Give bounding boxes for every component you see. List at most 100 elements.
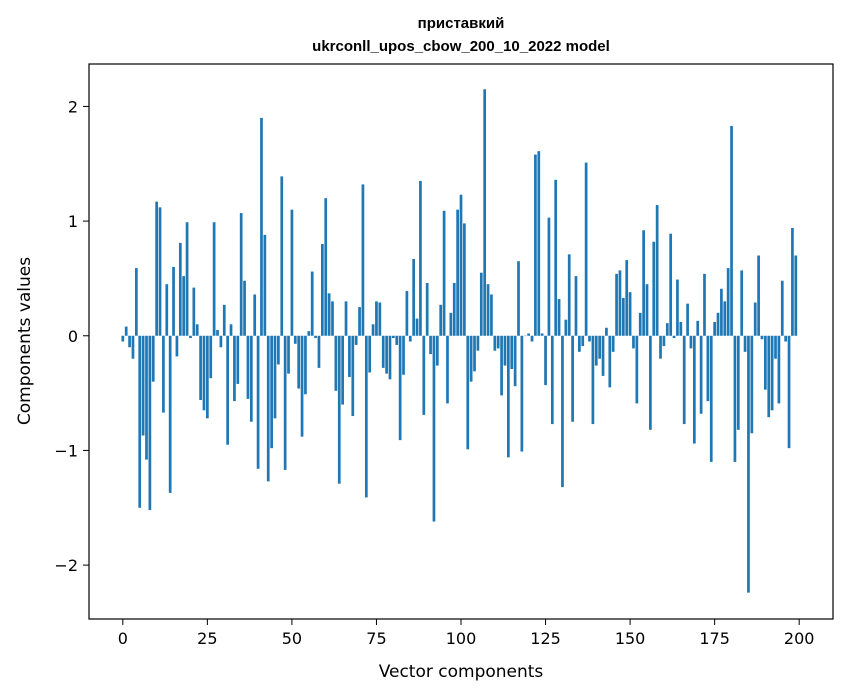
bar [334, 335, 338, 391]
bar [669, 233, 673, 336]
y-tick-label: 0 [68, 327, 78, 346]
bar [256, 335, 260, 469]
bar [290, 209, 294, 336]
bar [226, 335, 230, 445]
bar [473, 335, 476, 372]
bar [192, 287, 196, 336]
bar [463, 223, 466, 336]
bar [449, 312, 453, 336]
bar [216, 330, 219, 336]
bar [172, 266, 175, 336]
bar [638, 312, 642, 336]
bar [774, 335, 777, 359]
bar [263, 234, 267, 336]
bar [645, 284, 649, 336]
bar [628, 292, 632, 336]
bar [611, 335, 615, 352]
bar [165, 284, 169, 336]
bar [476, 335, 480, 351]
bar [486, 284, 490, 336]
bar [527, 333, 530, 336]
bar [178, 242, 182, 336]
bar [293, 335, 297, 344]
bar [138, 335, 142, 508]
bar [459, 194, 463, 336]
bar [131, 335, 135, 359]
bar [530, 335, 534, 342]
bar [314, 335, 317, 339]
y-axis-label: Components values [15, 257, 35, 425]
bar [425, 283, 429, 336]
bar [233, 335, 236, 402]
bar [392, 335, 395, 339]
x-tick-label: 50 [282, 629, 302, 648]
bar [716, 312, 720, 336]
x-tick-label: 125 [530, 629, 561, 648]
bar [331, 301, 334, 336]
bar [635, 335, 639, 404]
bar [452, 283, 456, 336]
bar [632, 335, 635, 349]
bar [229, 324, 233, 336]
bar [222, 304, 226, 336]
bar [419, 180, 422, 336]
bar [764, 335, 767, 390]
bar [128, 335, 131, 348]
bar [479, 272, 483, 336]
y-tick-label: −2 [54, 556, 78, 575]
bar [219, 335, 223, 348]
bar [320, 244, 324, 336]
bar [791, 227, 794, 336]
bar [561, 335, 564, 488]
bar [784, 335, 788, 342]
bar [686, 303, 689, 336]
bar [446, 335, 449, 404]
bar [726, 268, 730, 336]
y-tick-label: −1 [54, 441, 78, 460]
bar [327, 293, 331, 336]
bar [371, 324, 375, 336]
bar [422, 335, 426, 415]
bar [297, 335, 301, 389]
bar [517, 261, 520, 336]
x-tick-label: 0 [118, 629, 128, 648]
bar [699, 335, 703, 414]
bar [266, 335, 270, 482]
bar [206, 335, 209, 419]
bar [466, 335, 470, 450]
bar [753, 302, 757, 336]
bar [503, 335, 507, 366]
bar [550, 335, 554, 425]
bar [151, 335, 155, 382]
x-tick-label: 100 [446, 629, 477, 648]
bar [199, 335, 202, 400]
bar [493, 335, 497, 351]
bar [649, 335, 652, 430]
bar [733, 335, 737, 462]
bar [432, 335, 436, 522]
bar [246, 335, 250, 399]
bar [408, 335, 412, 342]
bar [405, 291, 409, 336]
bar [145, 335, 148, 460]
plot-area-frame [88, 63, 834, 620]
bar [375, 301, 378, 336]
bar [344, 301, 348, 336]
bar [618, 270, 622, 336]
bar [571, 335, 574, 422]
bar [483, 89, 487, 336]
bar [337, 335, 341, 484]
bar [601, 335, 605, 376]
bar [621, 297, 625, 336]
bar [537, 151, 541, 336]
bar [594, 335, 598, 366]
bar [439, 304, 443, 336]
bar [412, 258, 416, 336]
bar [652, 241, 656, 336]
bar [304, 335, 307, 395]
bar [591, 335, 595, 425]
x-axis-ticks: 0 25 50 75 100 125 150 175 200 [118, 619, 814, 648]
bar [253, 294, 257, 336]
bar [598, 335, 602, 359]
bar [723, 301, 727, 336]
